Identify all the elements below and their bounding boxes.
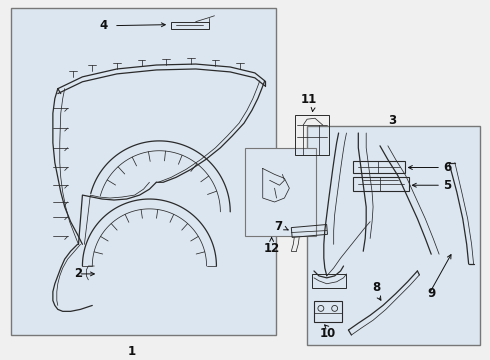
Text: 1: 1 [127, 345, 136, 358]
Text: 6: 6 [443, 161, 451, 174]
Text: 3: 3 [388, 114, 396, 127]
Bar [314, 301, 342, 322]
Bar [171, 22, 209, 28]
Text: 9: 9 [427, 287, 436, 300]
Text: 10: 10 [319, 327, 336, 340]
Bar [353, 177, 409, 191]
Bar [292, 225, 327, 237]
Bar [11, 8, 275, 335]
Bar [307, 126, 481, 345]
Text: 4: 4 [100, 19, 108, 32]
Text: 12: 12 [264, 242, 280, 255]
Text: 8: 8 [372, 280, 380, 294]
Text: 7: 7 [274, 220, 282, 233]
Text: 11: 11 [301, 93, 317, 107]
Bar [295, 115, 329, 155]
Bar [312, 274, 346, 288]
Bar [353, 161, 405, 174]
Text: 2: 2 [74, 267, 82, 280]
Text: 5: 5 [443, 179, 451, 192]
Bar [245, 148, 316, 237]
